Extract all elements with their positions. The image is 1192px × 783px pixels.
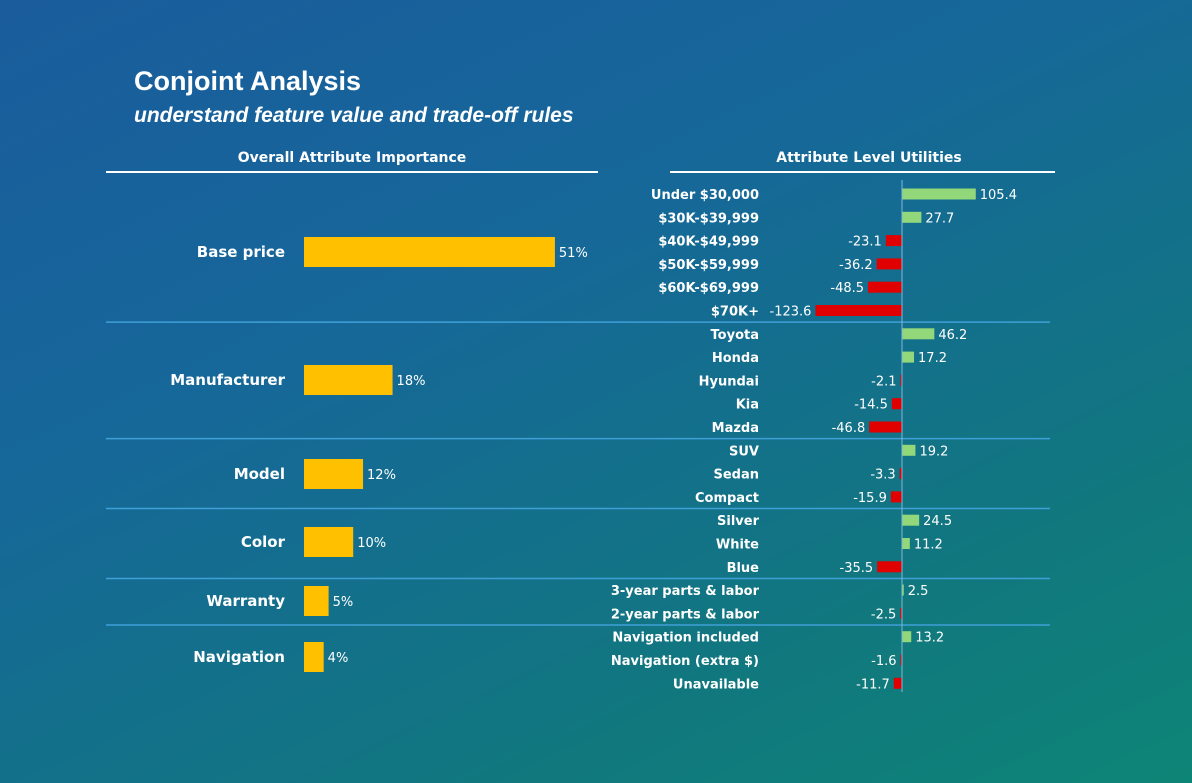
utility-bar: [902, 211, 922, 223]
utility-value-label: -15.9: [853, 491, 887, 506]
utility-bar: [902, 631, 912, 643]
utility-value-label: 105.4: [980, 188, 1017, 203]
attribute-label: Manufacturer: [170, 371, 285, 389]
level-label: Unavailable: [673, 677, 759, 692]
utility-value-label: 27.7: [925, 211, 954, 226]
importance-chart-title: Overall Attribute Importance: [238, 150, 467, 166]
importance-bar: [304, 237, 555, 267]
level-label: 3-year parts & labor: [611, 584, 760, 599]
importance-bar: [304, 365, 393, 395]
utility-value-label: -35.5: [840, 561, 874, 576]
utility-bar: [815, 305, 902, 316]
utility-value-label: -3.3: [870, 468, 895, 483]
level-label: Under $30,000: [651, 188, 759, 203]
utility-bar: [902, 188, 976, 200]
utility-bar: [900, 654, 902, 666]
utility-bar: [902, 584, 904, 596]
utility-bar: [899, 468, 902, 480]
level-label: SUV: [729, 444, 759, 459]
importance-value-label: 51%: [559, 246, 588, 261]
importance-value-label: 5%: [333, 595, 354, 610]
utility-bar: [868, 281, 902, 293]
importance-value-label: 12%: [367, 468, 396, 483]
level-label: Hyundai: [699, 374, 759, 389]
utility-value-label: -14.5: [854, 398, 888, 413]
utility-value-label: -123.6: [770, 305, 812, 320]
attribute-label: Warranty: [206, 592, 285, 610]
importance-bar: [304, 642, 324, 672]
utility-value-label: 24.5: [923, 514, 952, 529]
importance-bar: [304, 527, 354, 557]
utility-value-label: -36.2: [839, 258, 873, 273]
utility-value-label: -23.1: [848, 235, 882, 250]
utility-bar: [869, 421, 902, 433]
utility-value-label: 17.2: [918, 351, 947, 366]
level-label: Silver: [717, 514, 760, 529]
utility-bar: [902, 514, 920, 526]
page-title: Conjoint Analysis: [134, 66, 362, 96]
utility-bar: [902, 351, 915, 363]
level-label: $40K-$49,999: [658, 235, 759, 250]
attribute-label: Model: [234, 465, 285, 483]
utility-bar: [900, 607, 902, 619]
utility-bar: [891, 398, 902, 410]
utility-value-label: 2.5: [908, 584, 929, 599]
utility-value-label: 46.2: [938, 328, 967, 343]
level-label: Navigation (extra $): [611, 654, 759, 669]
utility-bar: [900, 374, 902, 386]
page-subtitle: understand feature value and trade-off r…: [134, 104, 574, 127]
importance-value-label: 4%: [328, 651, 349, 666]
utility-bar: [877, 561, 902, 573]
utility-value-label: 19.2: [919, 444, 948, 459]
attribute-label: Navigation: [193, 648, 285, 666]
utility-value-label: 13.2: [915, 631, 944, 646]
utility-bar: [902, 538, 910, 549]
utility-bar: [902, 328, 935, 340]
utility-bar: [890, 491, 902, 503]
importance-bar: [304, 459, 364, 489]
level-label: $30K-$39,999: [658, 211, 759, 226]
importance-bar: [304, 586, 329, 616]
level-label: $60K-$69,999: [658, 281, 759, 296]
level-label: Blue: [727, 561, 760, 576]
level-label: Toyota: [711, 328, 759, 343]
level-label: Honda: [712, 351, 759, 366]
level-label: Navigation included: [612, 631, 759, 646]
level-label: Kia: [736, 398, 759, 413]
utility-value-label: -2.1: [871, 374, 896, 389]
importance-value-label: 18%: [397, 374, 426, 389]
level-label: $50K-$59,999: [658, 258, 759, 273]
level-label: $70K+: [711, 305, 759, 320]
attribute-label: Base price: [197, 243, 285, 261]
utility-bar: [893, 677, 902, 689]
utility-value-label: -2.5: [871, 607, 896, 622]
utility-value-label: -1.6: [871, 654, 896, 669]
level-label: 2-year parts & labor: [611, 607, 760, 622]
level-label: White: [716, 538, 759, 553]
level-label: Compact: [695, 491, 759, 506]
importance-value-label: 10%: [357, 536, 386, 551]
utility-bar: [885, 235, 902, 247]
level-label: Sedan: [713, 468, 759, 483]
attribute-label: Color: [241, 533, 286, 551]
level-label: Mazda: [712, 421, 759, 436]
utility-value-label: -48.5: [830, 281, 864, 296]
utility-bar: [876, 258, 902, 270]
utility-bar: [902, 444, 916, 456]
utility-value-label: 11.2: [914, 538, 943, 553]
utility-value-label: -46.8: [832, 421, 866, 436]
utility-value-label: -11.7: [856, 677, 890, 692]
utilities-chart-title: Attribute Level Utilities: [776, 150, 961, 166]
